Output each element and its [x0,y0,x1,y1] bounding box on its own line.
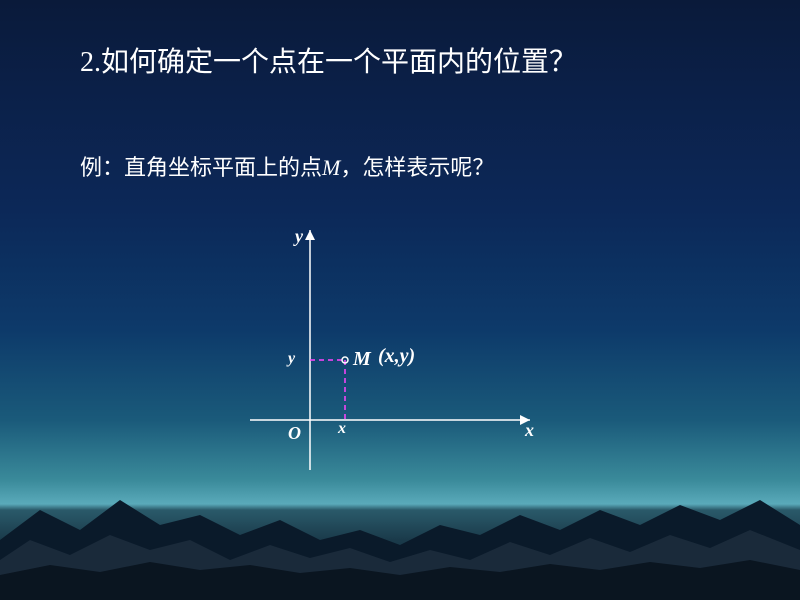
origin-label: O [288,423,301,444]
coordinate-diagram: y x O y x M (x,y) [250,220,570,480]
proj-y-label: y [288,350,295,368]
mountain-background [0,480,800,600]
subtitle-point-m: M [322,155,340,180]
coord-xy-label: (x,y) [378,345,415,368]
x-axis-label: x [525,420,534,441]
y-axis-label: y [295,226,303,247]
proj-x-label: x [338,420,346,438]
subtitle-suffix: ，怎样表示呢？ [340,155,494,180]
point-m-label: M [353,348,371,371]
y-axis-arrow [305,230,315,240]
page-title: 2.如何确定一个点在一个平面内的位置？ [80,40,577,80]
subtitle-prefix: 例：直角坐标平面上的点 [80,155,322,180]
example-subtitle: 例：直角坐标平面上的点M，怎样表示呢？ [80,150,494,182]
